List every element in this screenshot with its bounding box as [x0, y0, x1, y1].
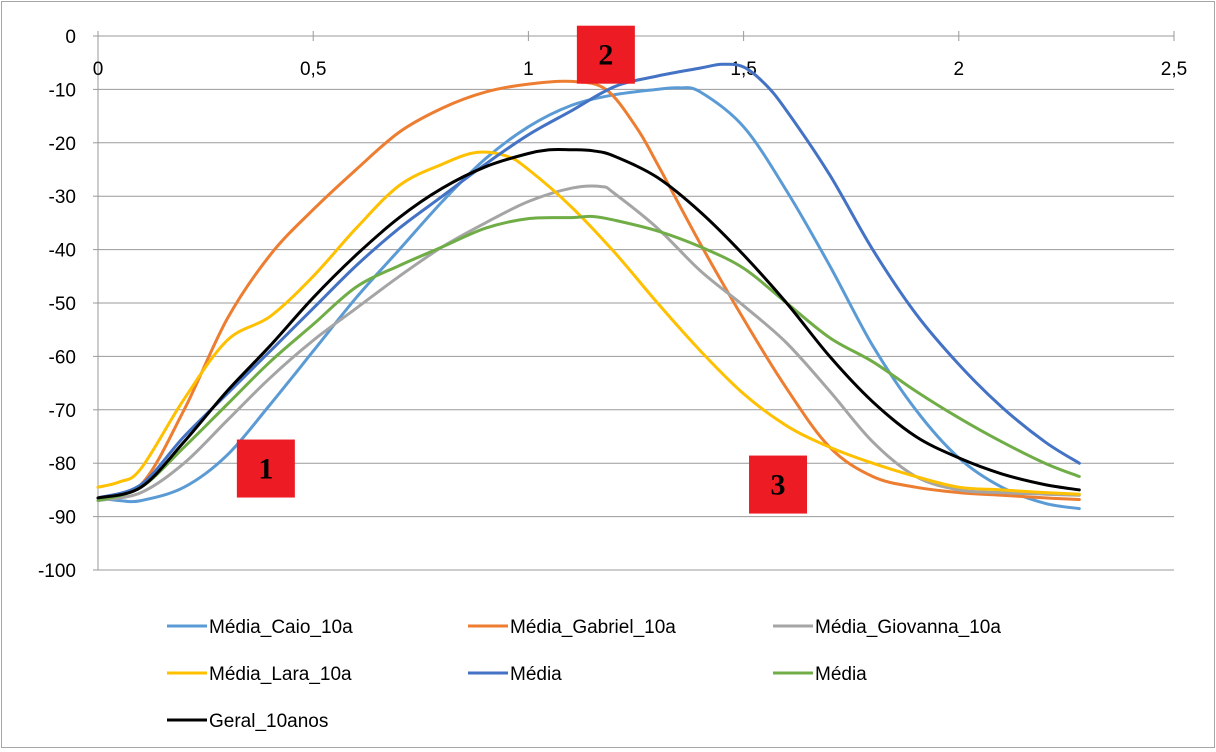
annotation-box-3: [749, 455, 808, 514]
x-tick-label: 0,5: [300, 59, 326, 80]
legend-label: Média_Caio_10a: [209, 617, 353, 638]
legend-label: Média: [815, 664, 867, 685]
y-tick-label: -20: [49, 134, 76, 155]
series-line-6: [96, 214, 1081, 503]
y-tick-label: -50: [49, 294, 76, 315]
y-tick-label: -30: [49, 187, 76, 208]
x-tick-label: 1,5: [730, 59, 756, 80]
annotation-label-3: 3: [771, 469, 786, 502]
gridlines: [98, 88, 1174, 571]
series-line-7: [96, 147, 1081, 500]
legend-label: Geral_10anos: [209, 711, 328, 732]
legend-label: Média_Giovanna_10a: [815, 617, 1001, 638]
y-tick-label: -10: [49, 80, 76, 101]
y-axis: 0 -10 -20 -30 -40 -50 -60 -70 -80 -90 -100: [38, 27, 76, 582]
annotations: 1 2 3: [236, 25, 808, 514]
series-lines: [96, 62, 1081, 511]
x-tick-label: 0: [93, 59, 104, 80]
series-line-5: [96, 62, 1081, 500]
legend-label: Média_Gabriel_10a: [510, 617, 676, 638]
x-axis: [93, 31, 1175, 571]
y-tick-label: -100: [38, 561, 76, 582]
annotation-label-1: 1: [258, 453, 273, 486]
x-tick-label: 1: [523, 59, 534, 80]
y-tick-label: -40: [49, 241, 76, 262]
x-tick-label: 2: [954, 59, 965, 80]
legend-label: Média_Lara_10a: [209, 664, 352, 685]
y-tick-label: -70: [49, 401, 76, 422]
legend: Média_Caio_10a Média_Gabriel_10a Média_Gio…: [167, 617, 1001, 732]
series-line-4: [96, 150, 1081, 496]
legend-label: Média: [510, 664, 562, 685]
annotation-box-1: [236, 439, 295, 498]
y-tick-label: -60: [49, 347, 76, 368]
y-tick-label: 0: [65, 27, 76, 48]
annotation-box-2: [576, 25, 635, 84]
x-tick-label: 2,5: [1161, 59, 1187, 80]
y-tick-label: -90: [49, 508, 76, 529]
annotation-label-2: 2: [598, 39, 613, 72]
y-tick-label: -80: [49, 454, 76, 475]
x-tick-labels: 0 0,5 1 1,5 2 2,5: [93, 59, 1188, 80]
